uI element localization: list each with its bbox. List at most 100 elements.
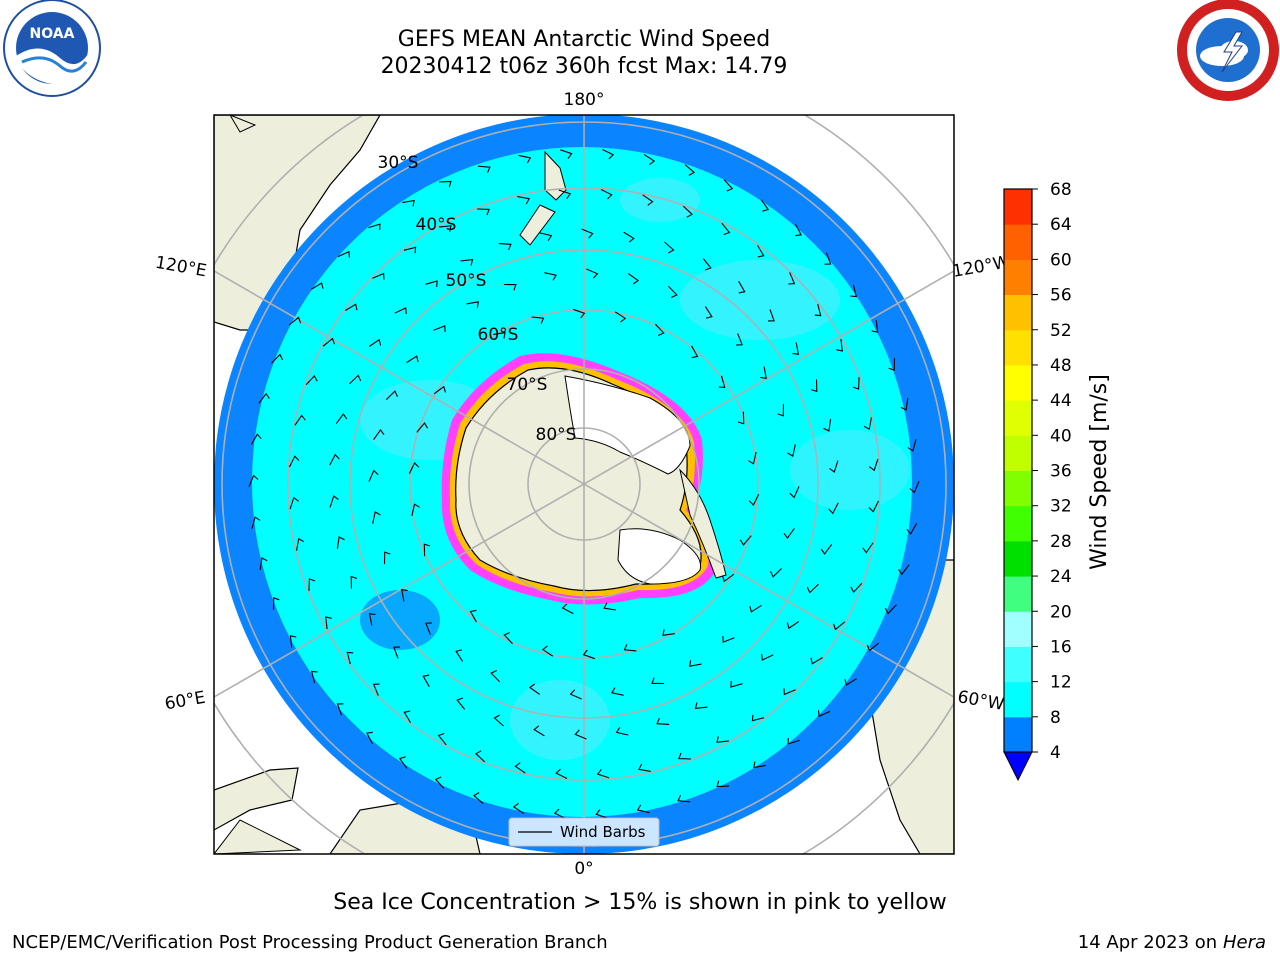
wind-barb [721,573,735,583]
wind-barb [472,792,484,804]
wind-barb [372,272,385,280]
wind-barb [422,674,430,687]
wind-barb [310,670,318,684]
wind-barb [337,250,351,258]
wind-barb [909,481,920,494]
wind-barb [817,710,831,718]
wind-barb [541,645,554,657]
wind-barb [730,680,743,688]
wind-barb [336,536,345,549]
wind-barb [366,731,373,745]
wind-barb [251,516,261,529]
wind-barb [810,657,823,665]
wind-barb [498,243,512,251]
colorbar-tick-label: 40 [1050,426,1072,446]
wind-barb [770,568,783,578]
wind-barb [664,241,675,254]
lon-label-120e: 120°E [154,253,208,282]
wind-barb [350,575,358,589]
wind-barb [531,316,545,324]
lon-label-60e: 60°E [163,688,207,715]
wind-barb [786,621,800,630]
colorbar-tick-label: 64 [1050,215,1072,235]
wind-barb [678,752,691,760]
wind-barb [288,316,302,326]
wind-barb [638,763,651,772]
wind-barb [329,453,340,466]
wind-barb [289,496,299,510]
wind-barb [789,486,800,499]
colorbar-swatch [1004,470,1032,507]
wind-barb [684,164,696,176]
wind-barb [368,469,379,482]
wind-barb [751,714,765,722]
colorbar-swatch [1004,400,1032,436]
wind-barb [272,597,280,610]
wind-barb [761,653,774,661]
wind-barb [614,311,627,323]
colorbar-tick-label: 60 [1050,250,1072,270]
wind-barb [258,392,270,404]
colorbar-tick-label: 28 [1050,532,1072,552]
colorbar-swatch [1004,540,1032,577]
wind-barb [832,621,846,631]
chart-title: GEFS MEAN Antarctic Wind Speed [397,27,771,52]
colorbar-tick-label: 56 [1050,286,1072,306]
wind-barb [411,503,420,517]
wind-barb [716,780,730,788]
wind-barb [806,583,819,594]
wind-barb [474,750,486,763]
colorbar-swatch [1004,435,1032,471]
wind-barb [869,458,879,472]
wind-barb [434,776,445,789]
new-zealand-land [519,150,567,246]
wind-barb [406,355,419,364]
wind-barb [704,306,713,319]
wind-barb [824,252,832,265]
colorbar-tick-label: 48 [1050,356,1072,376]
colorbar-swatch [1004,294,1032,331]
wind-barb [898,564,910,576]
wind-barb [753,761,766,769]
wind-barb [611,687,624,696]
colorbar-tick-label: 12 [1050,673,1072,693]
wind-barb [760,366,767,379]
colorbar-tick-label: 52 [1050,321,1072,341]
wind-barb [757,245,765,258]
wind-barb [850,582,863,594]
colorbar-swatch [1004,611,1032,647]
wind-barb [558,189,572,199]
wind-barb [595,809,608,819]
wind-barb [748,451,757,465]
lon-label-120w: 120°W [951,252,1012,282]
wind-barb [368,613,376,626]
wind-barb [643,153,656,166]
colorbar-swatch [1004,329,1032,366]
wind-barb [868,500,879,513]
wind-barb [393,646,400,659]
wind-barb [829,460,839,473]
wind-barb [544,272,557,281]
lon-label-0: 0° [574,859,593,879]
wind-barb [294,414,306,426]
wind-barb [553,808,566,819]
wind-barb [702,258,712,271]
chart-subtitle: 20230412 t06z 360h fcst Max: 14.79 [380,54,788,79]
colorbar-under-triangle [1003,751,1033,782]
graticule [214,115,954,854]
lat-label-50s: 50°S [446,271,487,291]
colorbar-tick-label: 4 [1050,743,1061,763]
wind-barb [596,769,610,779]
wind-barb [723,179,734,192]
wind-barb [466,301,479,308]
wind-barb [250,433,262,445]
colorbar-swatch [1004,576,1032,612]
wind-barb [689,660,702,667]
colorbar-swatch [1004,505,1032,542]
wind-barb [402,199,415,207]
lat-label-30s: 30°S [378,153,419,173]
wind-barb [416,422,429,433]
wind-barb [311,282,324,290]
wind-barb [325,616,332,629]
wind-barb [433,325,446,332]
